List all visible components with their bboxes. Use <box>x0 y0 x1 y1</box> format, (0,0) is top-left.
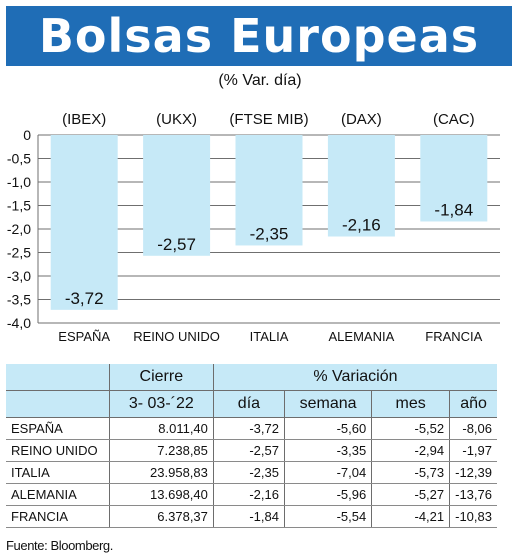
y-tick-label: -2,5 <box>7 245 31 261</box>
anio-cell: -1,97 <box>449 439 497 462</box>
semana-cell: -3,35 <box>283 439 372 462</box>
semana-cell: -5,96 <box>283 483 372 506</box>
cierre-cell: 6.378,37 <box>108 505 214 528</box>
anio-cell: -10,83 <box>449 505 497 528</box>
mes-cell: -4,21 <box>371 505 450 528</box>
header-mes: mes <box>371 390 450 418</box>
x-tick-label: ESPAÑA <box>58 329 110 344</box>
semana-cell: -5,60 <box>283 417 372 440</box>
y-tick-label: -4,0 <box>7 315 31 331</box>
bar <box>327 135 395 237</box>
index-label: (FTSE MIB) <box>229 111 308 128</box>
anio-cell: -8,06 <box>449 417 497 440</box>
x-tick-label: ITALIA <box>250 329 289 344</box>
index-label: (IBEX) <box>62 111 106 128</box>
table-row: REINO UNIDO 7.238,85 -2,57 -3,35 -2,94 -1,97 <box>6 439 497 462</box>
y-tick-label: -2,0 <box>7 221 31 237</box>
dia-cell: -2,16 <box>212 483 285 506</box>
index-label: (UKX) <box>156 111 197 128</box>
country-cell: ESPAÑA <box>6 417 110 440</box>
y-tick-label: -0,5 <box>7 151 31 167</box>
index-label: (DAX) <box>341 111 382 128</box>
bar-value-label: -1,84 <box>434 200 473 219</box>
anio-cell: -13,76 <box>449 483 497 506</box>
index-label: (CAC) <box>433 111 475 128</box>
y-tick-label: -1,5 <box>7 198 31 214</box>
mes-cell: -5,73 <box>371 461 450 484</box>
country-cell: ALEMANIA <box>6 483 110 506</box>
cierre-cell: 13.698,40 <box>108 483 214 506</box>
table-header-row: Cierre % Variación <box>6 364 497 391</box>
header-anio: año <box>449 390 497 418</box>
dia-cell: -2,57 <box>212 439 285 462</box>
semana-cell: -5,54 <box>283 505 372 528</box>
header-variacion: % Variación <box>212 364 497 391</box>
bar-chart: 0 -0,5 -1,0 -1,5 -2,0 -2,5 -3,0 -3,5 -4,0 -3,72 (I… <box>7 111 500 344</box>
chart-title: Bolsas Europeas <box>38 9 480 63</box>
table-row: ALEMANIA 13.698,40 -2,16 -5,96 -5,27 -13,76 <box>6 483 497 506</box>
dia-cell: -1,84 <box>212 505 285 528</box>
bar <box>420 135 488 222</box>
market-table: Cierre % Variación 3- 03-´22 día semana … <box>6 364 497 528</box>
bar-value-label: -3,72 <box>65 289 104 308</box>
y-tick-label: 0 <box>23 127 31 143</box>
bar-value-label: -2,57 <box>157 235 196 254</box>
header-cierre: Cierre <box>108 364 214 391</box>
y-tick-label: -1,0 <box>7 174 31 190</box>
title-banner: Bolsas Europeas <box>6 6 512 66</box>
mes-cell: -2,94 <box>371 439 450 462</box>
chart-subtitle: (% Var. día) <box>218 72 302 89</box>
cierre-cell: 7.238,85 <box>108 439 214 462</box>
header-date: 3- 03-´22 <box>108 390 214 418</box>
table-row: ITALIA 23.958,83 -2,35 -7,04 -5,73 -12,39 <box>6 461 497 484</box>
country-cell: ITALIA <box>6 461 110 484</box>
x-tick-label: ALEMANIA <box>329 329 395 344</box>
anio-cell: -12,39 <box>449 461 497 484</box>
y-tick-label: -3,5 <box>7 292 31 308</box>
bar <box>235 135 303 246</box>
dia-cell: -3,72 <box>212 417 285 440</box>
country-cell: REINO UNIDO <box>6 439 110 462</box>
mes-cell: -5,27 <box>371 483 450 506</box>
bar-value-label: -2,16 <box>342 216 381 235</box>
bar <box>143 135 211 256</box>
table-subheader-row: 3- 03-´22 día semana mes año <box>6 390 497 418</box>
header-dia: día <box>212 390 285 418</box>
cierre-cell: 23.958,83 <box>108 461 214 484</box>
mes-cell: -5,52 <box>371 417 450 440</box>
y-tick-label: -3,0 <box>7 268 31 284</box>
bar-value-label: -2,35 <box>250 224 289 243</box>
header-semana: semana <box>283 390 372 418</box>
table-row: FRANCIA 6.378,37 -1,84 -5,54 -4,21 -10,83 <box>6 505 497 528</box>
country-cell: FRANCIA <box>6 505 110 528</box>
bar <box>50 135 118 310</box>
x-tick-label: FRANCIA <box>425 329 482 344</box>
dia-cell: -2,35 <box>212 461 285 484</box>
source-note: Fuente: Bloomberg. <box>6 538 113 553</box>
table-row: ESPAÑA 8.011,40 -3,72 -5,60 -5,52 -8,06 <box>6 417 497 440</box>
semana-cell: -7,04 <box>283 461 372 484</box>
x-tick-label: REINO UNIDO <box>133 329 220 344</box>
cierre-cell: 8.011,40 <box>108 417 214 440</box>
